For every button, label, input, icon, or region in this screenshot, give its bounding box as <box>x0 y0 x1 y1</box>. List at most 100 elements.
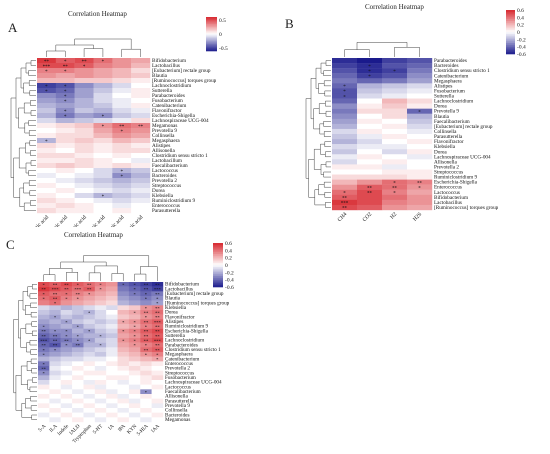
heatmap-cell <box>151 352 164 357</box>
row-label: Lachnospiraceae UCG-004 <box>152 118 209 124</box>
dendrogram-branch <box>28 170 36 176</box>
heatmap-cell <box>93 168 113 174</box>
legend-swatch <box>206 21 217 23</box>
heatmap-cell <box>117 366 130 371</box>
heatmap-cell <box>112 188 132 194</box>
heatmap-cell <box>407 134 433 140</box>
heatmap-cell <box>94 324 107 329</box>
legend-tick-label: -0.4 <box>225 278 234 284</box>
heatmap-cell <box>74 153 94 159</box>
row-label: Megasphaera <box>165 352 193 358</box>
heatmap-cell <box>55 193 75 199</box>
significance-mark: * <box>45 70 48 75</box>
heatmap-cell <box>37 163 57 169</box>
significance-mark: * <box>54 348 57 353</box>
heatmap-cell <box>332 194 358 201</box>
heatmap-cell <box>94 403 107 409</box>
heatmap-cell <box>106 412 118 418</box>
significance-mark: * <box>65 292 68 297</box>
heatmap-cell <box>357 108 383 114</box>
heatmap-cell <box>357 189 383 195</box>
heatmap-cell <box>83 310 96 315</box>
dendrogram-branch <box>26 361 32 371</box>
significance-mark: ** <box>64 338 69 343</box>
significance-mark: * <box>145 324 148 329</box>
significance-mark: * <box>99 287 102 292</box>
heatmap-cell <box>407 154 433 160</box>
heatmap-cell <box>37 178 57 184</box>
row-label: Lachnospiraceae UCG-004 <box>434 154 491 160</box>
heatmap-cell <box>55 103 75 109</box>
heatmap-cell <box>140 403 152 409</box>
heatmap-cell <box>151 314 164 320</box>
heatmap-cell <box>49 398 61 404</box>
heatmap-cell <box>106 286 118 292</box>
heatmap-cell <box>55 183 75 189</box>
legend-swatch <box>506 17 515 20</box>
heatmap-cell <box>94 352 107 357</box>
heatmap-cell <box>38 338 50 343</box>
legend-swatch <box>506 37 515 40</box>
significance-mark: * <box>133 329 136 334</box>
heatmap-cell <box>382 68 408 74</box>
heatmap-cell <box>151 300 164 306</box>
legend-swatch <box>506 24 515 27</box>
legend-swatch <box>506 10 515 13</box>
heatmap-cell <box>357 128 383 135</box>
heatmap-cell <box>72 389 84 395</box>
row-label: Allisonella <box>152 148 175 154</box>
dendrogram-branch <box>28 120 36 126</box>
legend-tick-label: 0.2 <box>517 23 524 29</box>
heatmap-cell <box>38 361 50 367</box>
heatmap-cell <box>83 282 96 287</box>
heatmap-cell <box>74 133 94 139</box>
heatmap-cell <box>332 78 358 84</box>
significance-mark: * <box>99 282 102 287</box>
heatmap-cell <box>38 291 50 297</box>
heatmap-cell <box>128 319 141 325</box>
heatmap-cell <box>83 417 96 423</box>
heatmap-cell <box>382 189 408 195</box>
heatmap-cell <box>382 103 408 109</box>
heatmap-cell <box>37 208 57 214</box>
row-label: [Eubacterium] rectale group <box>152 68 211 74</box>
heatmap-cell <box>93 113 113 119</box>
legend-swatch <box>213 255 223 258</box>
heatmap-cell <box>332 189 358 195</box>
heatmap-cell <box>140 286 152 292</box>
row-label: Enterococcus <box>165 361 193 367</box>
row-label: Streptococcus <box>165 370 194 376</box>
heatmap-cell <box>55 158 75 164</box>
dendrogram-branch <box>60 261 107 269</box>
heatmap-cell <box>112 203 132 209</box>
heatmap-cell <box>332 118 358 125</box>
heatmap-cell <box>93 158 113 164</box>
heatmap-cell <box>38 347 50 353</box>
significance-mark: * <box>64 60 67 65</box>
heatmap-cell <box>128 291 141 297</box>
heatmap-cell <box>93 123 113 129</box>
heatmap-cell <box>382 159 408 165</box>
heatmap-cell <box>407 128 433 135</box>
heatmap-cell <box>151 324 164 329</box>
heatmap-cell <box>38 370 50 376</box>
row-label: Collinsella <box>152 133 175 139</box>
heatmap-cell <box>93 193 113 199</box>
heatmap-cell <box>140 380 152 385</box>
heatmap-cell <box>83 389 96 395</box>
significance-mark: ** <box>144 287 149 292</box>
row-label: Faecalibacterium <box>152 163 188 169</box>
heatmap-cell <box>131 168 151 174</box>
dendrogram-branch <box>356 42 408 50</box>
legend-swatch <box>213 248 223 251</box>
heatmap-cell <box>332 83 358 89</box>
legend-swatch <box>213 276 223 279</box>
significance-mark: *** <box>74 287 82 292</box>
heatmap-cell <box>151 366 164 371</box>
heatmap-cell <box>60 333 73 339</box>
heatmap-cell <box>357 73 383 79</box>
heatmap-cell <box>83 328 96 334</box>
dendrogram-branch <box>31 368 37 374</box>
heatmap-cell <box>38 324 50 329</box>
